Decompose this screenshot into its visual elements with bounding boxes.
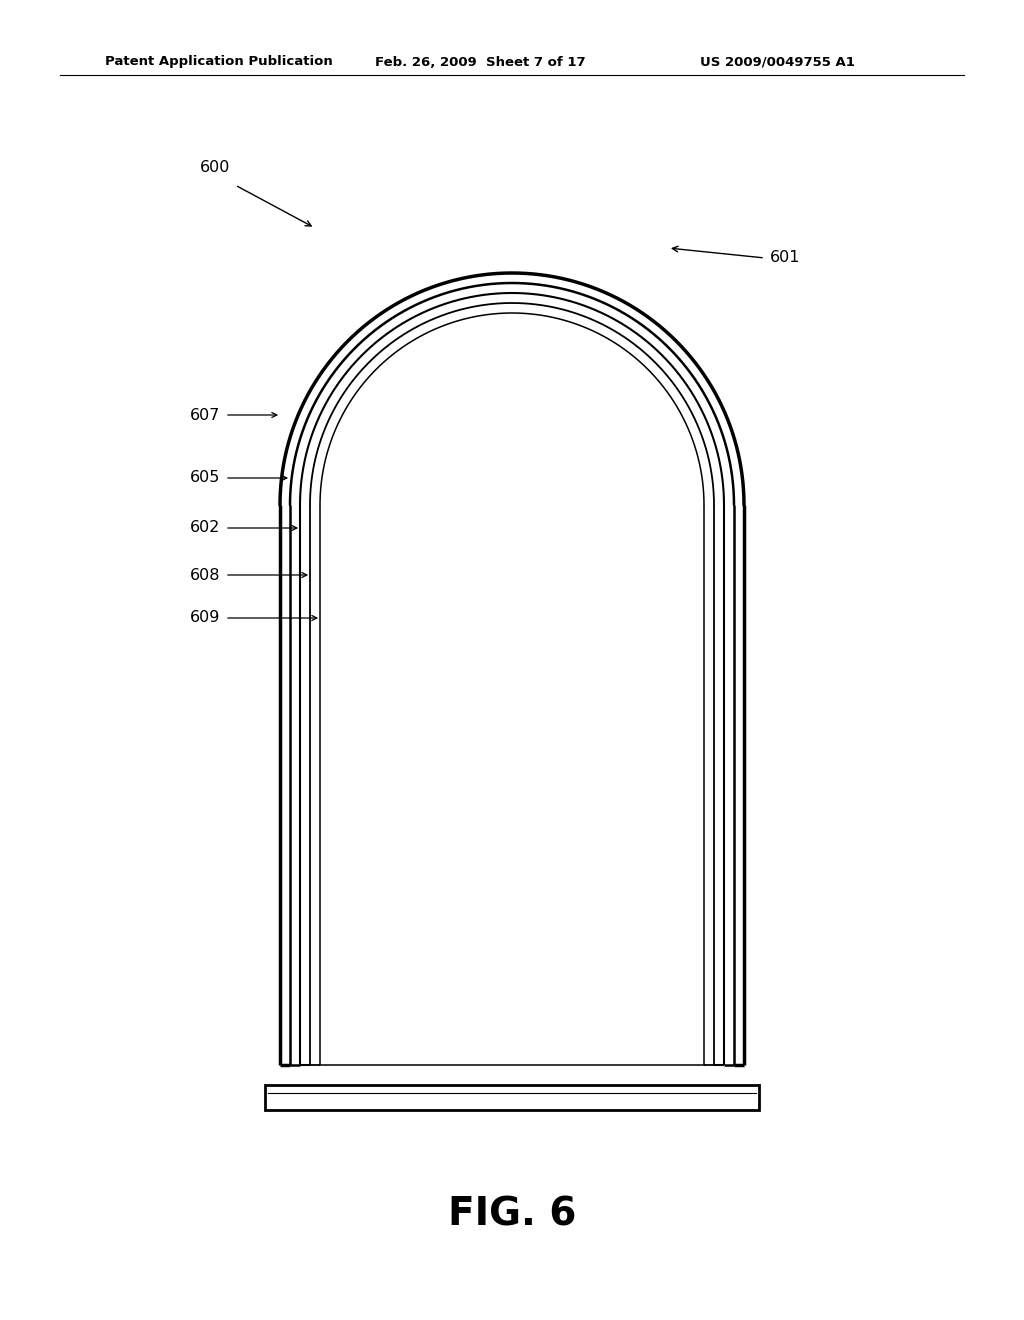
Bar — [265, 1085, 759, 1110]
Text: 605: 605 — [189, 470, 220, 486]
Text: 601: 601 — [770, 251, 801, 265]
Text: US 2009/0049755 A1: US 2009/0049755 A1 — [700, 55, 855, 69]
Text: FIG. 6: FIG. 6 — [447, 1196, 577, 1234]
Text: 607: 607 — [189, 408, 220, 422]
Text: 602: 602 — [189, 520, 220, 536]
Text: Patent Application Publication: Patent Application Publication — [105, 55, 333, 69]
Text: 600: 600 — [200, 161, 230, 176]
Text: Feb. 26, 2009  Sheet 7 of 17: Feb. 26, 2009 Sheet 7 of 17 — [375, 55, 586, 69]
Text: 609: 609 — [189, 610, 220, 626]
Text: 608: 608 — [189, 568, 220, 582]
